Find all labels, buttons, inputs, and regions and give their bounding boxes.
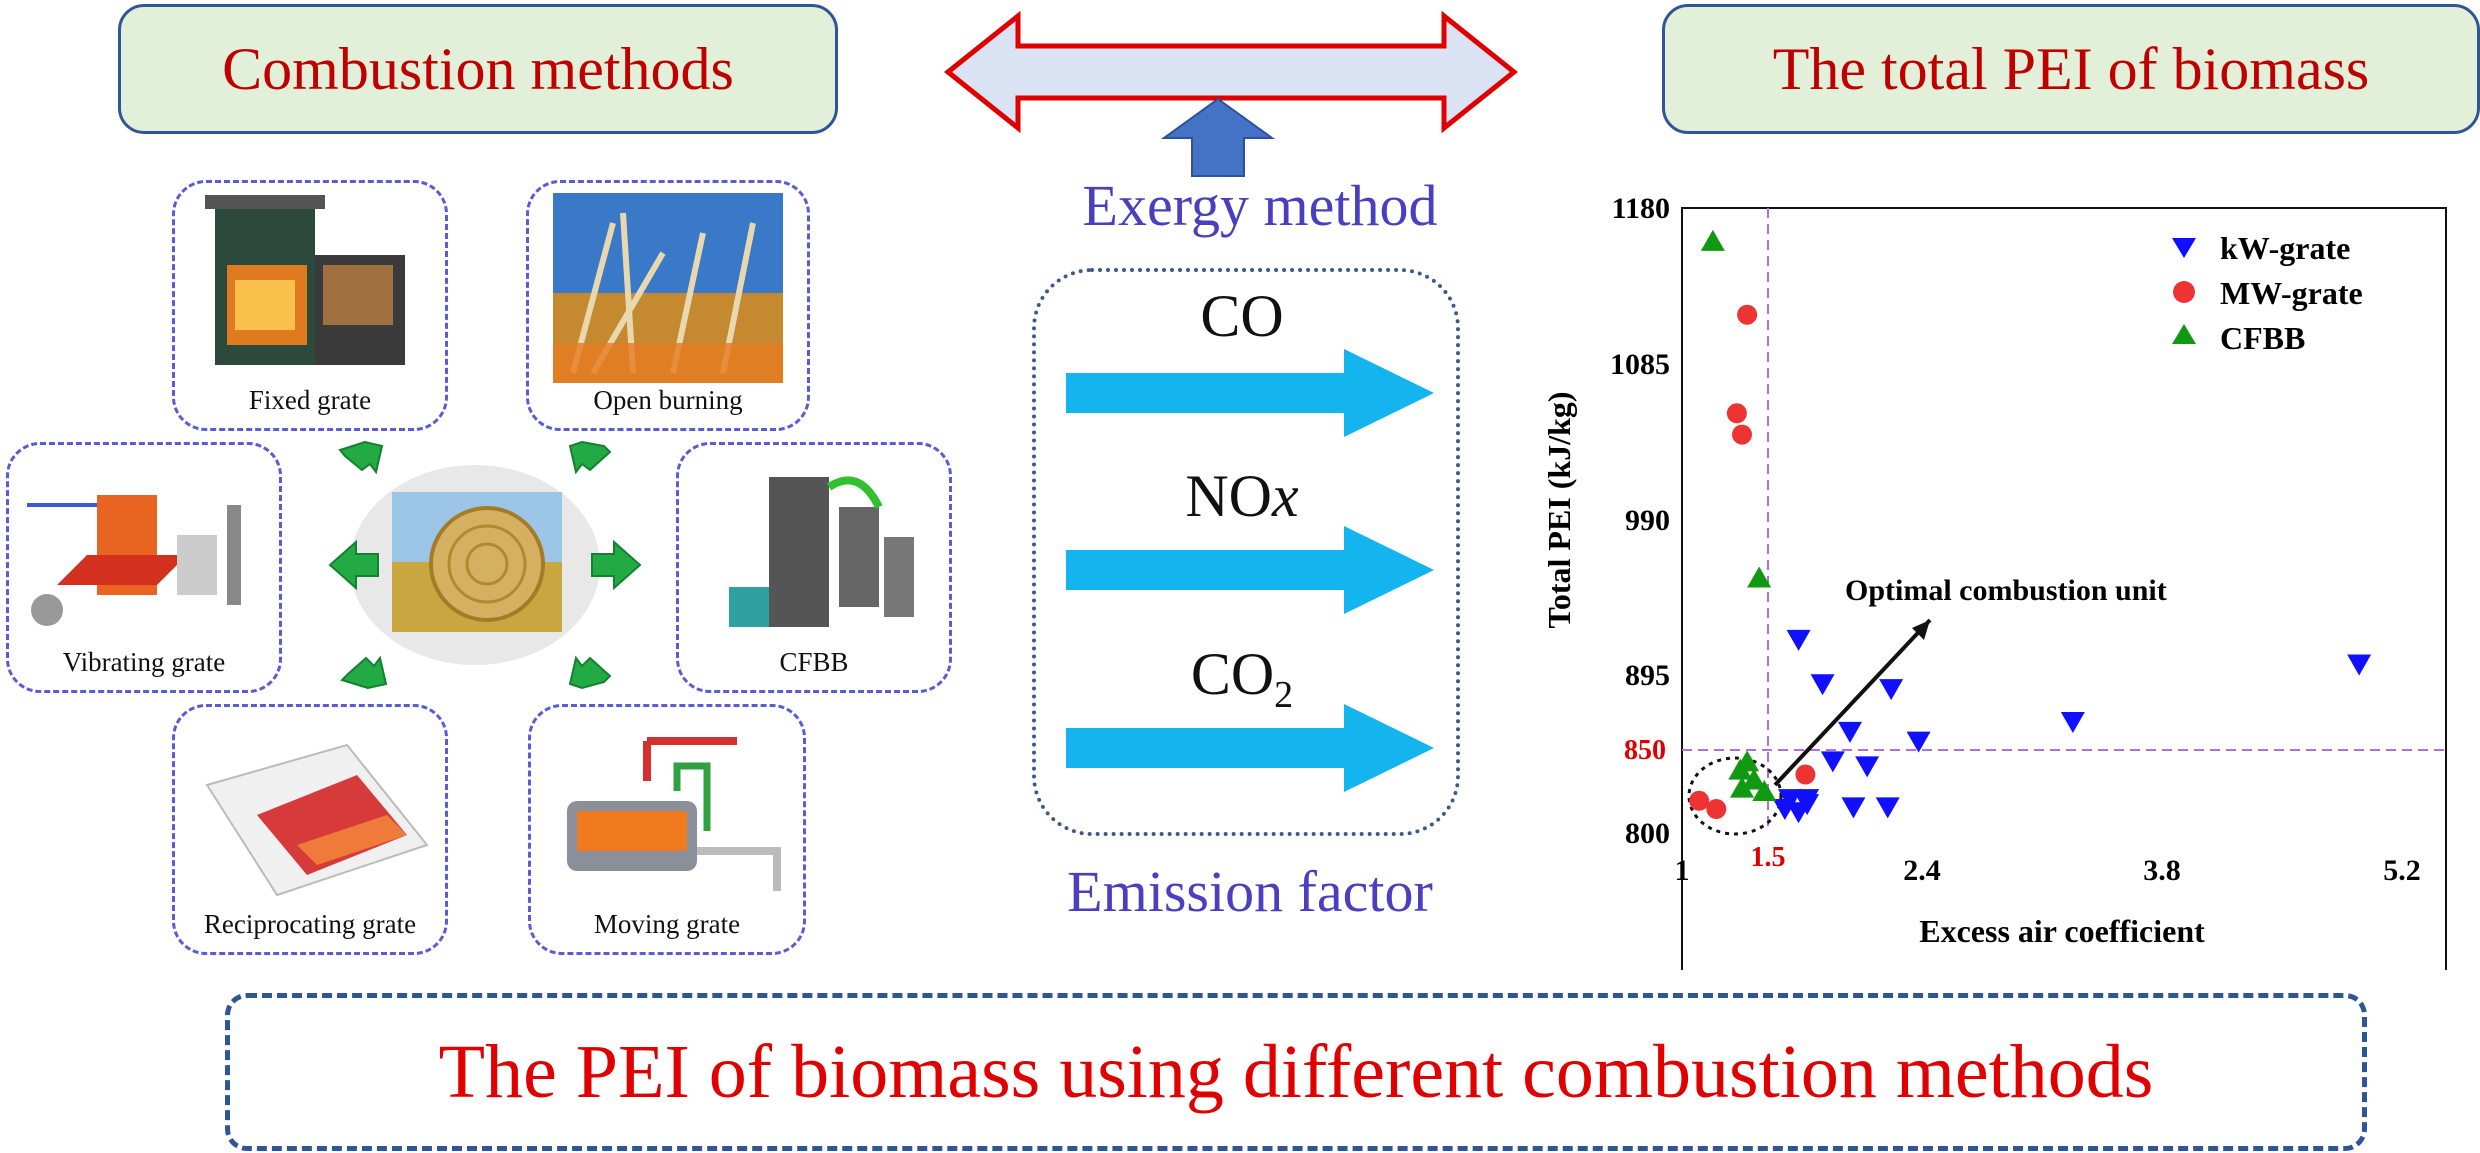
- emission-co2: CO2: [1190, 641, 1294, 716]
- bottom-caption: The PEI of biomass using different combu…: [438, 1029, 2154, 1114]
- x-tick-label: 2.4: [1903, 854, 1941, 887]
- bottom-caption-box: The PEI of biomass using different combu…: [225, 993, 2367, 1151]
- point-kw-grate: [1855, 756, 1880, 778]
- emission-factor-label: Emission factor: [1067, 859, 1433, 924]
- point-kw-grate: [1810, 674, 1835, 696]
- emissions-panel: [1032, 268, 1460, 836]
- point-cfbb: [1742, 768, 1766, 790]
- annotation-label: Optimal combustion unit: [1845, 574, 2167, 607]
- annotation-arrowhead-icon: [1912, 620, 1930, 640]
- open-burning-illustration: [553, 193, 783, 383]
- straw-bale-icon: [392, 492, 562, 632]
- plot-area: [1681, 207, 2447, 970]
- y-tick-label: 1085: [1610, 348, 1670, 381]
- legend-kw-grate: kW-grate: [2220, 230, 2350, 266]
- cfbb-card: CFBB: [676, 442, 952, 693]
- data-points: [1689, 229, 2372, 824]
- x-axis-title: Excess air coefficient: [1919, 913, 2205, 949]
- legend-mw-grate-marker-icon: [2173, 281, 2195, 303]
- exergy-method-label: Exergy method: [1082, 173, 1438, 238]
- y-ticks: 1180 1085 990 895 800: [1610, 192, 1670, 850]
- point-mw-grate: [1732, 424, 1752, 445]
- cfbb-illustration: [729, 476, 914, 627]
- reciprocating-grate-label: Reciprocating grate: [203, 909, 417, 939]
- cfbb-label: CFBB: [779, 647, 849, 677]
- combustion-methods-title-text: Combustion methods: [222, 35, 734, 102]
- point-kw-grate: [2060, 711, 2085, 733]
- point-mw-grate: [1706, 799, 1727, 820]
- y-tick-label: 800: [1625, 817, 1670, 850]
- x-ticks: 1 2.4 3.8 5.2: [1675, 854, 2421, 887]
- point-mw-grate: [1795, 764, 1816, 785]
- vibrating-grate-label: Vibrating grate: [62, 647, 226, 677]
- emission-nox: NOx: [1185, 463, 1299, 529]
- ref-label-y: 850: [1624, 735, 1666, 766]
- green-arrows-icon: [328, 440, 642, 690]
- optimal-region-circle: [1687, 756, 1783, 836]
- y-tick-label: 895: [1625, 659, 1670, 692]
- moving-grate-illustration: [567, 737, 781, 891]
- point-kw-grate: [1875, 797, 1900, 819]
- legend-cfbb: CFBB: [2220, 320, 2305, 356]
- moving-grate-card: Moving grate: [528, 704, 806, 955]
- point-kw-grate: [1879, 679, 1904, 701]
- fixed-grate-illustration: [205, 195, 405, 365]
- fixed-grate-label: Fixed grate: [248, 385, 372, 415]
- open-burning-card: Open burning: [526, 180, 810, 431]
- point-cfbb: [1728, 758, 1753, 780]
- point-kw-grate: [2347, 654, 2372, 676]
- point-mw-grate: [1689, 790, 1710, 811]
- y-tick-label: 1180: [1612, 192, 1670, 225]
- reciprocating-grate-card: Reciprocating grate: [172, 704, 448, 955]
- point-cfbb: [1730, 776, 1754, 798]
- point-cfbb: [1747, 566, 1772, 588]
- point-kw-grate: [1820, 751, 1845, 773]
- point-cfbb: [1700, 229, 1725, 251]
- legend-cfbb-marker-icon: [2172, 324, 2196, 344]
- up-arrow-icon: [1160, 97, 1276, 177]
- combustion-methods-title: Combustion methods: [118, 4, 838, 134]
- double-arrow-icon: [943, 10, 1519, 134]
- reciprocating-grate-illustration: [205, 743, 429, 897]
- cyan-arrow-1-icon: [1066, 349, 1434, 437]
- cyan-arrow-3-icon: [1066, 704, 1434, 792]
- fixed-grate-card: Fixed grate: [172, 180, 448, 431]
- x-tick-label: 5.2: [2383, 854, 2421, 887]
- legend: kW-grate MW-grate CFBB: [2172, 230, 2363, 356]
- point-cfbb: [1752, 779, 1777, 801]
- total-pei-title: The total PEI of biomass: [1662, 4, 2480, 134]
- point-kw-grate: [1906, 731, 1931, 753]
- vibrating-grate-illustration: [27, 495, 241, 626]
- legend-kw-grate-marker-icon: [2172, 238, 2196, 258]
- cyan-arrow-2-icon: [1066, 526, 1434, 614]
- emission-co: CO: [1200, 283, 1284, 349]
- total-pei-title-text: The total PEI of biomass: [1772, 35, 2370, 102]
- x-tick-label: 3.8: [2143, 854, 2181, 887]
- point-kw-grate: [1838, 721, 1862, 743]
- pei-scatter-chart: Total PEI (kJ/kg) Excess air coefficient…: [1541, 192, 2447, 970]
- y-tick-label: 990: [1625, 504, 1670, 537]
- point-kw-grate: [1786, 629, 1811, 651]
- moving-grate-label: Moving grate: [593, 909, 741, 939]
- annotation-arrow: [1773, 618, 1932, 787]
- open-burning-label: Open burning: [593, 385, 743, 415]
- point-kw-grate: [1841, 797, 1866, 819]
- legend-mw-grate: MW-grate: [2220, 275, 2363, 311]
- point-mw-grate: [1737, 304, 1758, 325]
- vibrating-grate-card: Vibrating grate: [6, 442, 282, 693]
- point-mw-grate: [1726, 403, 1747, 424]
- x-tick-label: 1: [1675, 854, 1690, 887]
- y-axis-title: Total PEI (kJ/kg): [1541, 391, 1577, 628]
- point-kw-grate: [1786, 802, 1811, 824]
- ref-label-x: 1.5: [1751, 842, 1786, 873]
